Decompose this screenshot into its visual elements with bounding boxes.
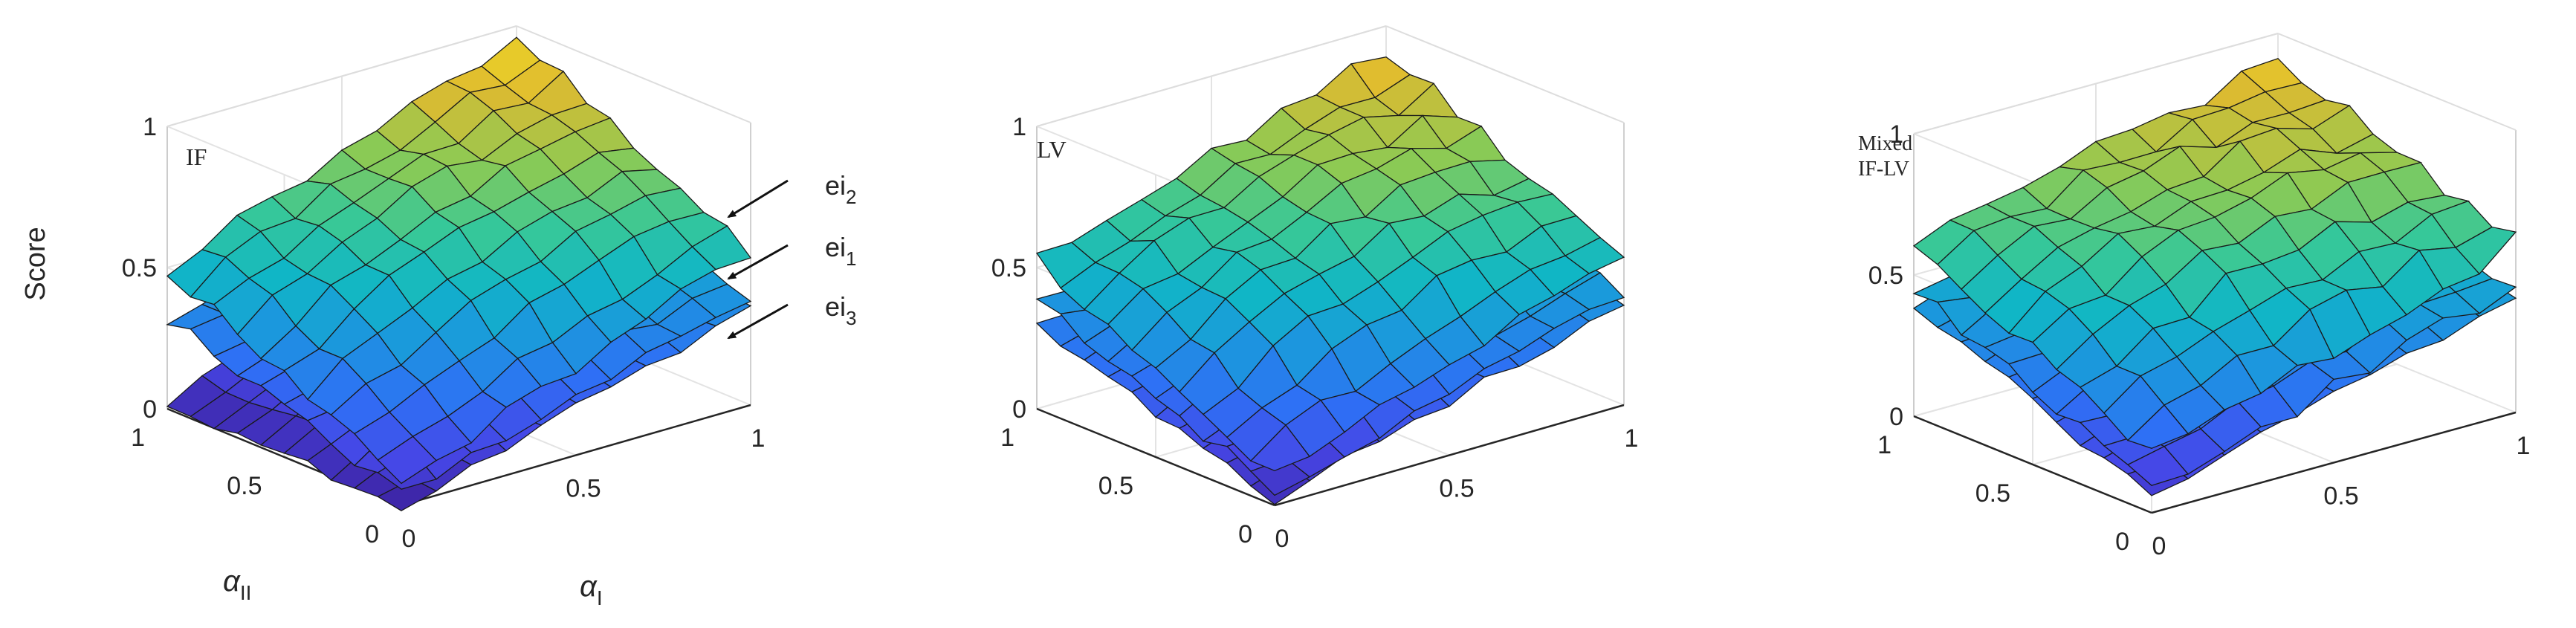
z-axis-label: Score <box>20 227 51 300</box>
x-tick-label: 1 <box>751 424 766 453</box>
x-tick-label: 0 <box>2152 532 2166 560</box>
box-edge <box>1913 33 2279 135</box>
box-edge <box>2277 33 2517 131</box>
x-tick-label: 0 <box>402 525 416 553</box>
y-tick-label: 1 <box>1877 431 1891 459</box>
y-tick-label: 1 <box>131 424 145 452</box>
z-tick-label: 0.5 <box>991 254 1026 282</box>
surface-face <box>1249 424 1311 472</box>
z-tick-label: 1 <box>1889 120 1903 149</box>
x-axis-line <box>2151 411 2517 514</box>
y-tick-label: 0.5 <box>1098 472 1133 500</box>
x-tick-label: 1 <box>1625 424 1639 453</box>
z-tick-label: 0 <box>1889 403 1903 431</box>
annotation-label: ei2 <box>825 170 857 208</box>
y-tick-label: 0.5 <box>1975 479 2010 508</box>
y-axis-line <box>1036 407 1275 507</box>
x-tick-label: 0.5 <box>1439 475 1474 503</box>
surfaces <box>166 36 752 511</box>
y-axis-line <box>1913 415 2152 514</box>
annotation-label: ei3 <box>825 291 857 329</box>
panel-label: LV <box>1037 136 1067 163</box>
annotation-arrow <box>727 303 789 340</box>
x-tick-label: 0.5 <box>566 475 601 503</box>
annotation-arrow <box>727 179 789 218</box>
x-axis-line <box>1274 404 1625 507</box>
annotations: ei2 ei1 ei3 <box>727 170 857 340</box>
y-tick-label: 0 <box>1238 520 1252 548</box>
annotation-arrow <box>727 244 789 280</box>
panel-label: IF <box>186 143 207 170</box>
y-tick-label: 0 <box>365 520 379 548</box>
surfaces <box>1035 56 1625 505</box>
x-tick-label: 0 <box>1275 525 1289 553</box>
panel-label: Mixed IF-LV <box>1858 132 1912 181</box>
box-edge <box>166 25 517 127</box>
z-tick-label: 0.5 <box>122 254 157 282</box>
z-tick-label: 0 <box>1012 395 1026 424</box>
surfaces <box>1912 57 2517 496</box>
y-axis-label: αII <box>223 565 251 604</box>
x-tick-label: 0.5 <box>2323 482 2358 511</box>
z-tick-label: 1 <box>143 113 157 141</box>
x-tick-label: 1 <box>2517 432 2531 460</box>
z-tick-label: 0.5 <box>1868 262 1903 290</box>
surface-face <box>2126 445 2190 487</box>
box-edge <box>1036 25 1387 127</box>
x-axis-line <box>401 404 751 507</box>
y-tick-label: 0 <box>2115 528 2129 556</box>
surface-face <box>377 436 438 485</box>
y-tick-label: 0.5 <box>227 472 262 500</box>
annotation-label: ei1 <box>825 232 857 270</box>
box-edge <box>516 25 751 123</box>
y-tick-label: 1 <box>1000 424 1014 452</box>
surface-face <box>2126 404 2190 449</box>
x-axis-label: αI <box>580 570 603 609</box>
z-tick-label: 0 <box>143 395 157 424</box>
z-tick-label: 1 <box>1012 113 1026 141</box>
box-edge <box>1385 25 1625 123</box>
